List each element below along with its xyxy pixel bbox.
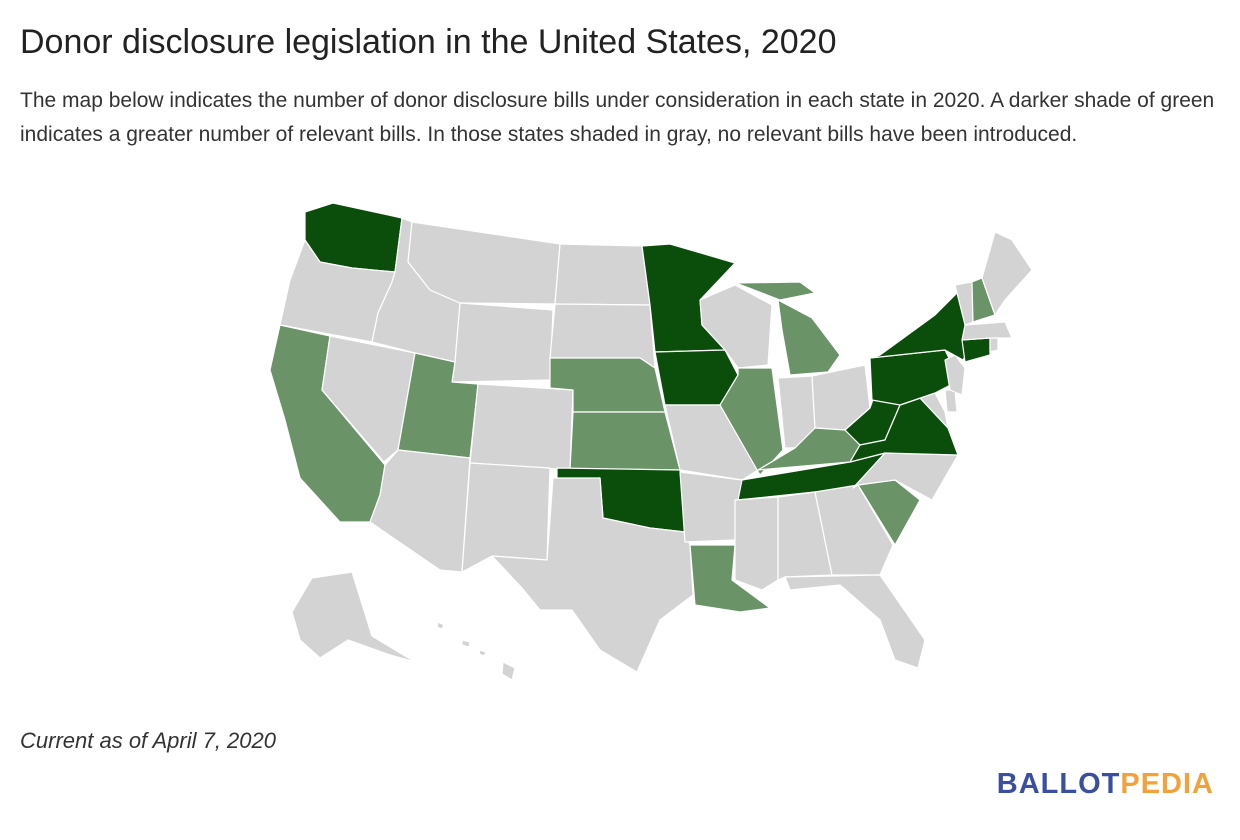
logo-part-ballot: BALLOT [996,768,1121,800]
state-nj[interactable] [944,354,966,396]
state-wy[interactable] [451,302,554,383]
state-hi[interactable] [436,621,516,681]
state-me[interactable] [981,231,1033,316]
state-nv[interactable] [321,335,416,463]
state-nm[interactable] [461,462,551,573]
state-tx[interactable] [491,477,694,673]
state-ak[interactable] [291,571,416,663]
map-title: Donor disclosure legislation in the Unit… [20,23,837,61]
state-ma[interactable] [961,321,1013,341]
state-de[interactable] [944,389,958,413]
state-co[interactable] [469,383,574,471]
state-ar[interactable] [679,471,743,543]
state-il[interactable] [719,367,784,476]
state-ri[interactable] [989,337,999,353]
state-ks[interactable] [569,411,681,471]
state-wi[interactable] [699,284,773,369]
state-ct[interactable] [961,337,991,363]
ballotpedia-logo: BALLOTPEDIA [997,768,1214,801]
map-description: The map below indicates the number of do… [20,89,1215,146]
state-fl[interactable] [784,574,926,669]
logo-part-pedia: PEDIA [1120,768,1214,800]
state-nd[interactable] [554,243,651,306]
us-map [0,190,1240,710]
state-ms[interactable] [734,496,779,591]
state-mi[interactable] [735,281,841,376]
state-ga[interactable] [814,484,894,576]
state-az[interactable] [369,449,471,573]
footnote: Current as of April 7, 2020 [20,728,276,753]
